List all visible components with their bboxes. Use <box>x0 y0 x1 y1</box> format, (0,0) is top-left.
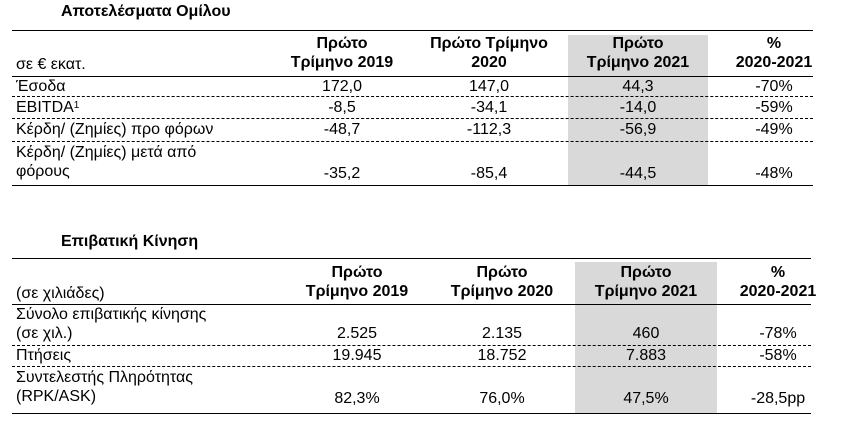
cell-flights-2021: 7.883 <box>625 347 667 364</box>
cell-passengers-2019: 2.525 <box>336 325 378 342</box>
cell-ebitda-2020: -34,1 <box>470 99 508 116</box>
highlight-column-2021 <box>568 35 708 185</box>
cell-net-pct: -48% <box>755 165 793 182</box>
footnote-marker: 1 <box>73 100 80 111</box>
col-header-2021: Πρώτο Τρίμηνο 2021 <box>594 264 698 300</box>
col-header-2020: Πρώτο Τρίμηνο 2020 <box>450 264 554 300</box>
table-bottom-rule <box>12 413 811 414</box>
cell-passengers-2020: 2.135 <box>481 325 523 342</box>
row-separator <box>12 366 811 367</box>
col-header-2019: Πρώτο Τρίμηνο 2019 <box>305 264 409 300</box>
cell-passengers-pct: -78% <box>759 325 797 342</box>
cell-flights-pct: -58% <box>759 347 797 364</box>
row-separator <box>12 96 813 97</box>
cell-flights-2020: 18.752 <box>477 347 527 364</box>
cell-load-factor-2019: 82,3% <box>334 390 380 407</box>
cell-ebt-pct: -49% <box>755 121 793 138</box>
cell-revenue-pct: -70% <box>755 78 793 95</box>
col-header-pct: % 2020-2021 <box>735 35 813 71</box>
row-separator <box>12 118 813 119</box>
cell-net-2019: -35,2 <box>323 165 361 182</box>
cell-revenue-2019: 172,0 <box>321 78 363 95</box>
cell-ebitda-2019: -8,5 <box>328 99 356 116</box>
unit-label: σε € εκατ. <box>16 56 86 73</box>
cell-passengers-2021: 460 <box>632 325 660 342</box>
cell-ebitda-pct: -59% <box>755 99 793 116</box>
cell-flights-2019: 19.945 <box>332 347 382 364</box>
group-results-title: Αποτελέσματα Ομίλου <box>61 3 231 20</box>
cell-load-factor-2021: 47,5% <box>623 390 669 407</box>
row-label-revenue: Έσοδα <box>16 78 66 95</box>
row-label-load-factor: Συντελεστής Πληρότητας (RPK/ASK) <box>16 369 193 405</box>
header-rule <box>12 76 813 77</box>
col-header-pct: % 2020-2021 <box>739 264 817 300</box>
table-bottom-rule <box>12 185 813 186</box>
col-header-2020: Πρώτο Τρίμηνο 2020 <box>430 35 548 71</box>
cell-ebt-2019: -48,7 <box>323 121 361 138</box>
cell-load-factor-2020: 76,0% <box>479 390 525 407</box>
row-separator <box>12 141 813 142</box>
cell-net-2021: -44,5 <box>619 165 657 182</box>
col-header-2019: Πρώτο Τρίμηνο 2019 <box>290 35 394 71</box>
row-separator <box>12 345 811 346</box>
table-top-rule <box>12 30 813 31</box>
cell-ebt-2021: -56,9 <box>619 121 657 138</box>
table-top-rule <box>12 258 811 259</box>
cell-ebt-2020: -112,3 <box>466 121 512 138</box>
cell-net-2020: -85,4 <box>470 165 508 182</box>
unit-label: (σε χιλιάδες) <box>16 285 105 302</box>
cell-ebitda-2021: -14,0 <box>619 99 657 116</box>
row-label-ebitda: EBITDA1 <box>16 99 80 116</box>
highlight-column-2021 <box>575 262 717 413</box>
cell-revenue-2021: 44,3 <box>622 78 654 95</box>
col-header-2021: Πρώτο Τρίμηνο 2021 <box>586 35 690 71</box>
row-label-ebt: Κέρδη/ (Ζημίες) προ φόρων <box>16 121 214 138</box>
header-rule <box>12 304 811 305</box>
passenger-traffic-title: Επιβατική Κίνηση <box>61 233 199 250</box>
row-label-flights: Πτήσεις <box>16 347 72 364</box>
cell-load-factor-pct: -28,5pp <box>750 390 806 407</box>
row-label-net: Κέρδη/ (Ζημίες) μετά από φόρους <box>16 144 197 180</box>
cell-revenue-2020: 147,0 <box>468 78 510 95</box>
row-label-total-passengers: Σύνολο επιβατικής κίνησης (σε χιλ.) <box>16 306 207 342</box>
